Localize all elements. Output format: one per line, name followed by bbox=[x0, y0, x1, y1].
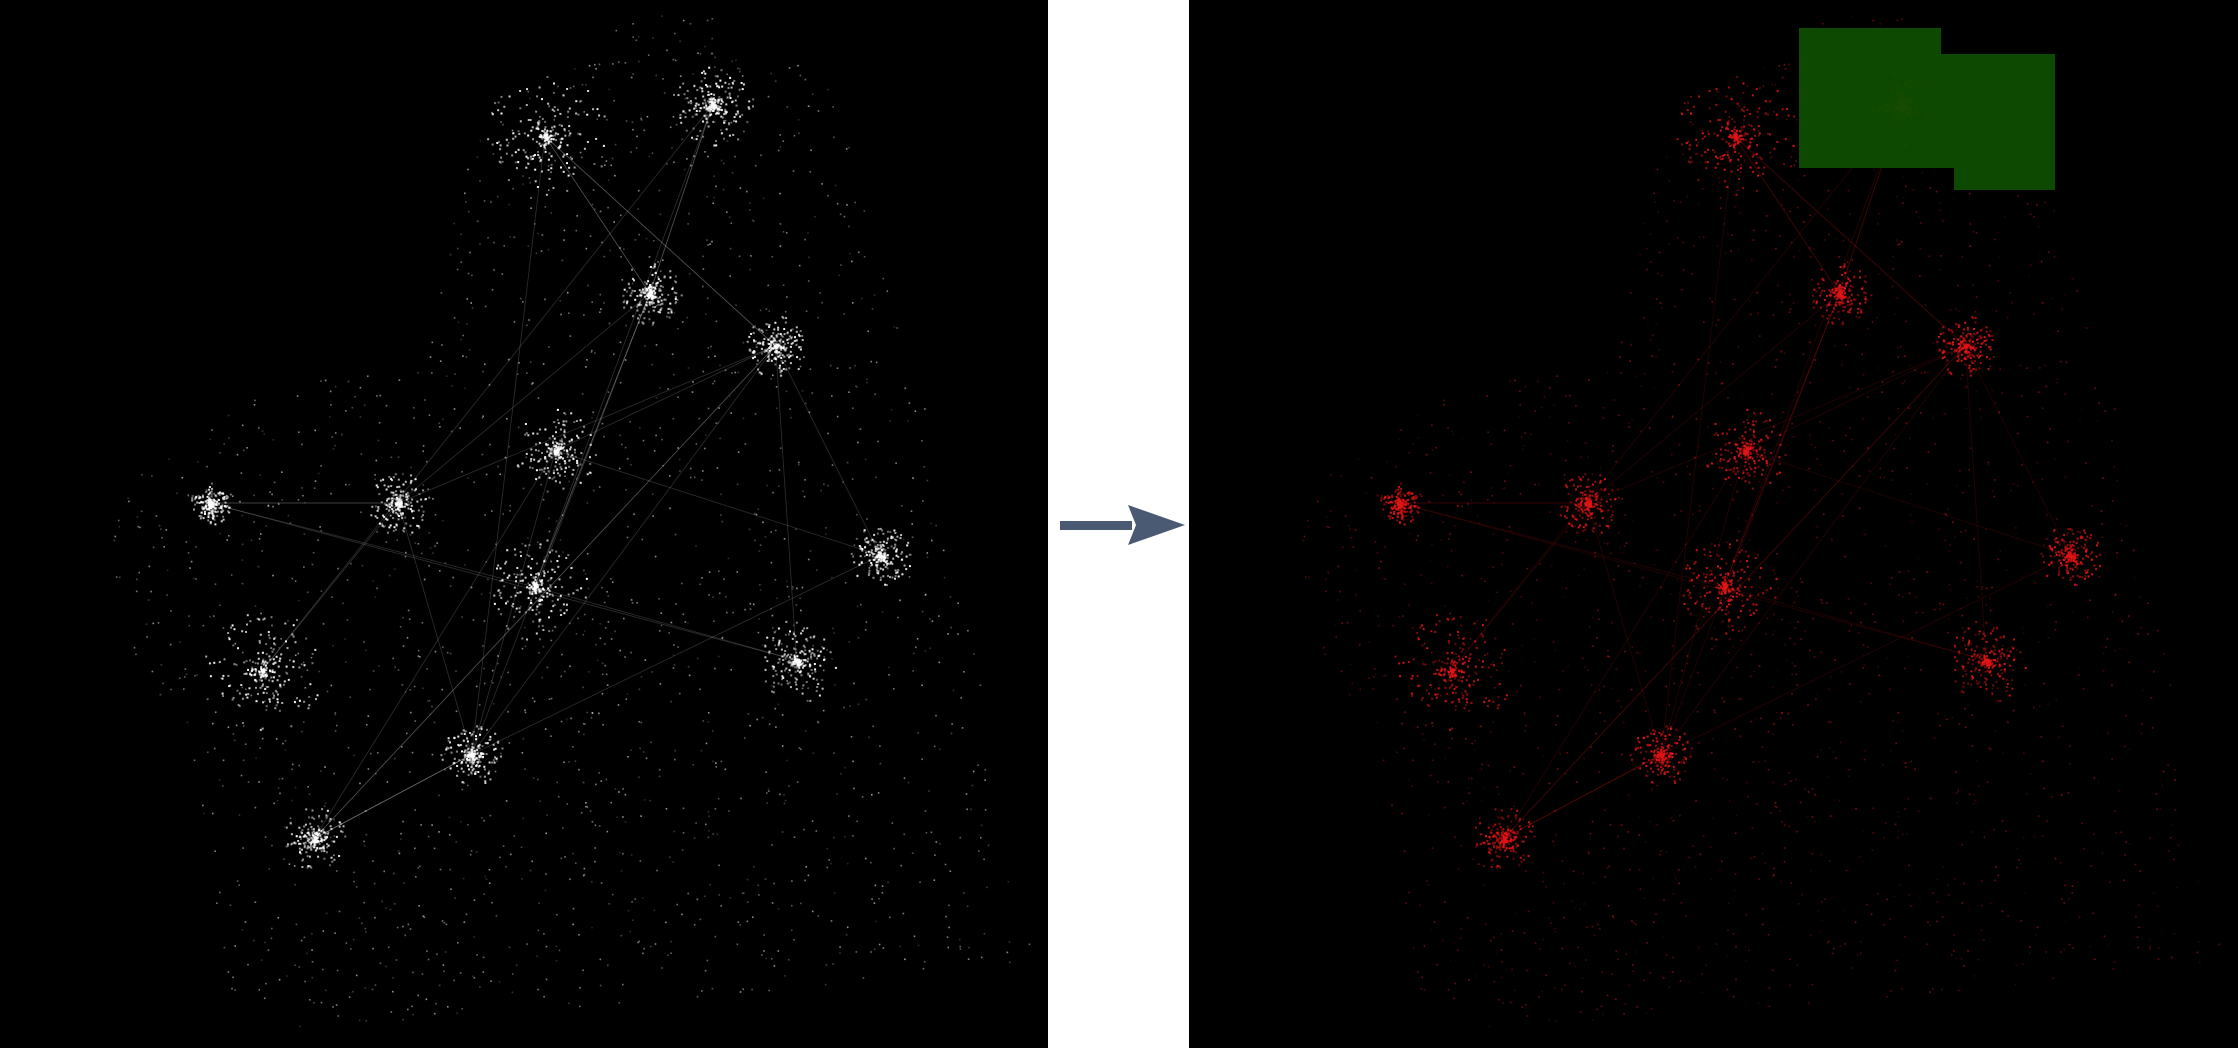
output-map bbox=[1302, 15, 2221, 1028]
right-arrow-icon bbox=[1058, 500, 1188, 550]
input-map-panel bbox=[0, 0, 1048, 1048]
highlight-region bbox=[1799, 28, 2055, 190]
input-map bbox=[113, 15, 1031, 1028]
output-map-panel bbox=[1189, 0, 2238, 1048]
